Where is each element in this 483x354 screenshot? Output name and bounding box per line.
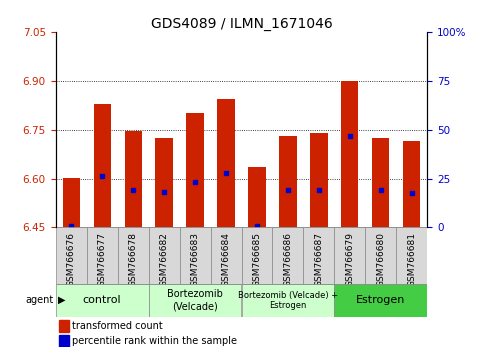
Text: agent: agent <box>25 295 53 305</box>
Text: GSM766679: GSM766679 <box>345 232 355 287</box>
Bar <box>186 113 203 227</box>
Text: GSM766686: GSM766686 <box>284 232 293 287</box>
Bar <box>59 335 69 347</box>
Text: GSM766676: GSM766676 <box>67 232 75 287</box>
Text: GSM766682: GSM766682 <box>159 232 169 287</box>
Text: Bortezomib (Velcade) +
Estrogen: Bortezomib (Velcade) + Estrogen <box>238 291 338 310</box>
Text: Estrogen: Estrogen <box>356 295 406 305</box>
Text: GSM766680: GSM766680 <box>376 232 385 287</box>
Bar <box>56 284 149 316</box>
Text: GSM766681: GSM766681 <box>408 232 416 287</box>
Bar <box>62 178 80 227</box>
Bar <box>272 227 303 284</box>
Bar <box>217 99 235 227</box>
Bar <box>248 167 266 227</box>
Text: GSM766685: GSM766685 <box>253 232 261 287</box>
Bar <box>334 227 366 284</box>
Bar <box>117 227 149 284</box>
Bar <box>125 131 142 227</box>
Bar <box>311 133 327 227</box>
Bar <box>56 227 86 284</box>
Bar <box>149 284 242 316</box>
Bar <box>366 227 397 284</box>
Bar <box>156 138 172 227</box>
Text: GSM766683: GSM766683 <box>190 232 199 287</box>
Bar <box>341 81 358 227</box>
Bar <box>397 227 427 284</box>
Bar <box>303 227 334 284</box>
Bar <box>149 227 180 284</box>
Bar <box>280 136 297 227</box>
Text: transformed count: transformed count <box>72 321 163 331</box>
Text: GSM766684: GSM766684 <box>222 232 230 287</box>
Bar <box>86 227 117 284</box>
Bar <box>372 138 389 227</box>
Bar <box>334 284 427 316</box>
Text: GSM766687: GSM766687 <box>314 232 324 287</box>
Bar <box>94 104 111 227</box>
Text: ▶: ▶ <box>58 295 66 305</box>
Bar <box>242 284 334 316</box>
Bar <box>242 227 272 284</box>
Text: GSM766678: GSM766678 <box>128 232 138 287</box>
Text: GSM766677: GSM766677 <box>98 232 107 287</box>
Bar <box>59 320 69 332</box>
Text: percentile rank within the sample: percentile rank within the sample <box>72 336 237 346</box>
Bar <box>211 227 242 284</box>
Bar <box>403 141 421 227</box>
Text: control: control <box>83 295 121 305</box>
Title: GDS4089 / ILMN_1671046: GDS4089 / ILMN_1671046 <box>151 17 332 31</box>
Bar <box>180 227 211 284</box>
Text: Bortezomib
(Velcade): Bortezomib (Velcade) <box>167 290 223 311</box>
